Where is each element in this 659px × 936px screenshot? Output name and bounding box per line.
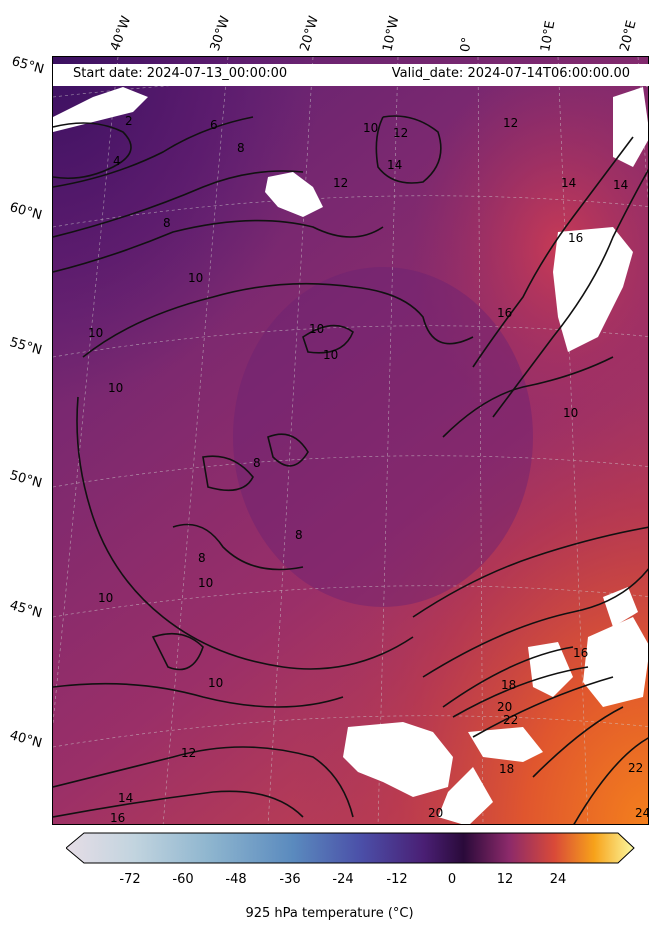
longitude-label: 10°E [538, 19, 559, 54]
contour-label: 8 [253, 456, 261, 470]
longitude-label: 30°W [207, 14, 234, 53]
contour-label: 8 [295, 528, 303, 542]
contour-label: 10 [108, 381, 123, 395]
contour-label: 10 [188, 271, 203, 285]
colorbar-tick: -12 [386, 872, 408, 887]
contour-label: 16 [497, 306, 512, 320]
contour-label: 12 [181, 746, 196, 760]
contour-label: 22 [503, 713, 518, 727]
contour-label: 2 [125, 114, 133, 128]
contour-label: 12 [333, 176, 348, 190]
latitude-label: 40°N [7, 728, 44, 752]
contour-label: 10 [88, 326, 103, 340]
latitude-label: 60°N [7, 200, 44, 224]
contour-label: 8 [163, 216, 171, 230]
colorbar-tick: 0 [447, 872, 457, 887]
latitude-label: 45°N [7, 598, 44, 622]
contour-label: 12 [503, 116, 518, 130]
contour-label: 6 [210, 118, 218, 132]
contour-label: 14 [118, 791, 133, 805]
latitude-label: 55°N [7, 335, 44, 359]
longitude-label: 10°W [380, 14, 403, 53]
contour-label: 14 [613, 178, 628, 192]
contour-label: 16 [110, 811, 125, 825]
colorbar [66, 832, 635, 864]
longitude-label: 40°W [107, 14, 135, 53]
colorbar-tick: 12 [496, 872, 514, 887]
contour-label: 10 [323, 348, 338, 362]
contour-label: 20 [428, 806, 443, 820]
contour-label: 8 [237, 141, 245, 155]
longitude-label: 0° [458, 36, 476, 53]
contour-label: 12 [393, 126, 408, 140]
contour-label: 4 [113, 154, 121, 168]
contour-label: 20 [497, 700, 512, 714]
header-band [53, 64, 649, 86]
temperature-field: 2 4 6 8 8 10 10 10 10 10 10 12 12 12 14 … [53, 57, 649, 825]
contour-label: 10 [563, 406, 578, 420]
latitude-label: 65°N [9, 54, 46, 78]
colorbar-tick: -60 [172, 872, 194, 887]
contour-lines [53, 115, 648, 824]
contour-label: 18 [499, 762, 514, 776]
contour-label: 8 [198, 551, 206, 565]
valid-date-label: Valid_date: 2024-07-14T06:00:00.00 [391, 66, 630, 81]
contour-label: 14 [387, 158, 402, 172]
contour-label: 22 [628, 761, 643, 775]
contour-label: 16 [573, 646, 588, 660]
contour-label: 10 [363, 121, 378, 135]
colorbar-tick: -36 [279, 872, 301, 887]
contour-label: 16 [568, 231, 583, 245]
longitude-label: 20°W [297, 14, 322, 54]
contour-label: 10 [98, 591, 113, 605]
colorbar-tick: -48 [225, 872, 247, 887]
colorbar-tick: -72 [119, 872, 141, 887]
start-date-label: Start date: 2024-07-13_00:00:00 [73, 66, 288, 81]
contour-label-group: 2 4 6 8 8 10 10 10 10 10 10 12 12 12 14 … [88, 114, 649, 825]
colorbar-title: 925 hPa temperature (°C) [245, 906, 414, 921]
contour-label: 24 [635, 806, 649, 820]
latitude-label: 50°N [7, 468, 44, 492]
map-panel: 2 4 6 8 8 10 10 10 10 10 10 12 12 12 14 … [52, 56, 649, 825]
contour-label: 10 [309, 322, 324, 336]
contour-label: 18 [501, 678, 516, 692]
colorbar-tick: 24 [549, 872, 567, 887]
contour-label: 14 [561, 176, 576, 190]
contour-label: 10 [208, 676, 223, 690]
colorbar-tick: -24 [332, 872, 354, 887]
longitude-label: 20°E [617, 19, 640, 53]
contour-label: 10 [198, 576, 213, 590]
